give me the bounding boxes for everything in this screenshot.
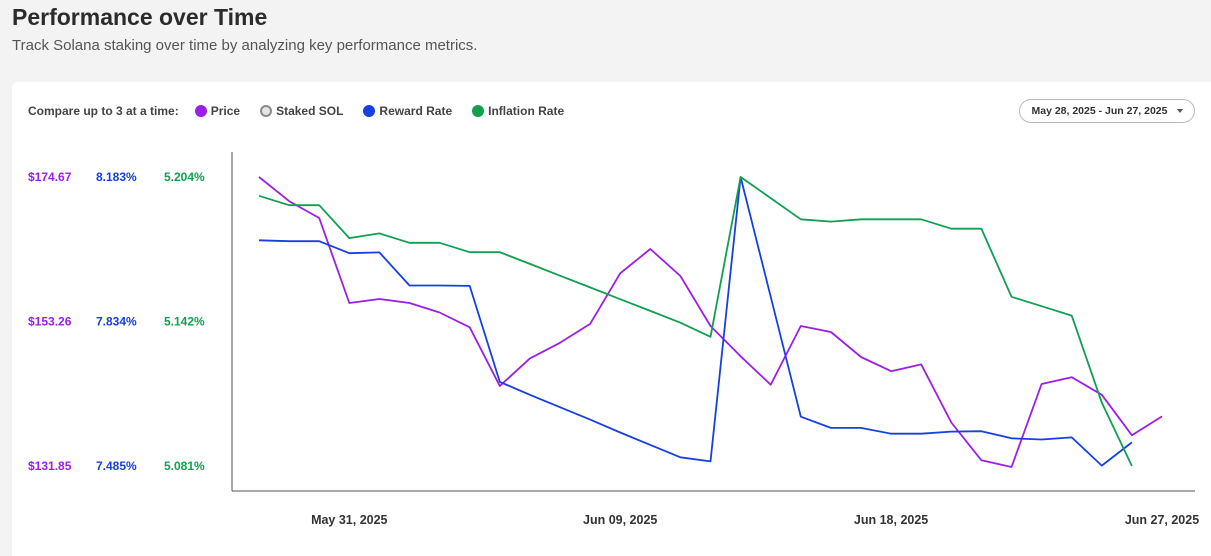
- page-subtitle: Track Solana staking over time by analyz…: [12, 37, 478, 54]
- date-range-dropdown[interactable]: May 28, 2025 - Jun 27, 2025: [1019, 99, 1195, 123]
- inflation-rate-dot-icon: [472, 105, 485, 117]
- chevron-down-icon: [1176, 109, 1183, 113]
- x-tick-label: Jun 09, 2025: [583, 513, 657, 527]
- x-tick-label: Jun 18, 2025: [854, 513, 928, 527]
- y-tick-label: 5.142%: [164, 315, 205, 329]
- metric-toggle-reward-rate[interactable]: Reward Rate: [363, 104, 452, 118]
- y-tick-label: 7.485%: [96, 459, 137, 473]
- metric-label-staked-sol: Staked SOL: [276, 104, 344, 118]
- y-tick-label: $131.85: [28, 459, 72, 473]
- metric-toggle-staked-sol[interactable]: Staked SOL: [260, 104, 343, 118]
- compare-label: Compare up to 3 at a time:: [28, 104, 179, 118]
- metric-label-price: Price: [210, 104, 241, 118]
- performance-chart: May 31, 2025 Jun 09, 2025 Jun 18, 2025 Jun …: [28, 152, 1199, 527]
- metric-label-inflation-rate: Inflation Rate: [488, 104, 565, 118]
- date-range-value: May 28, 2025 - Jun 27, 2025: [1031, 105, 1168, 117]
- y-tick-label: 8.183%: [96, 170, 137, 184]
- metric-label-reward-rate: Reward Rate: [379, 104, 453, 118]
- performance-card: Compare up to 3 at a time: Price Staked …: [12, 82, 1211, 556]
- x-tick-label: Jun 27, 2025: [1125, 513, 1199, 527]
- y-tick-label: $174.67: [28, 170, 72, 184]
- page-title: Performance over Time: [12, 4, 268, 30]
- metric-selector: Compare up to 3 at a time: Price Staked …: [28, 102, 584, 120]
- price-dot-icon: [194, 105, 207, 117]
- staked-sol-dot-icon: [260, 105, 273, 117]
- metric-toggle-price[interactable]: Price: [194, 104, 241, 118]
- metric-toggle-inflation-rate[interactable]: Inflation Rate: [472, 104, 564, 118]
- y-tick-label: 5.081%: [164, 459, 205, 473]
- x-tick-label: May 31, 2025: [311, 513, 387, 527]
- reward-rate-dot-icon: [363, 105, 376, 117]
- y-tick-label: $153.26: [28, 315, 72, 329]
- y-tick-label: 7.834%: [96, 315, 137, 329]
- series-line-price: [258, 176, 1163, 468]
- series-line-reward-rate: [258, 176, 1133, 467]
- y-tick-label: 5.204%: [164, 170, 205, 184]
- series-line-inflation-rate: [258, 176, 1133, 467]
